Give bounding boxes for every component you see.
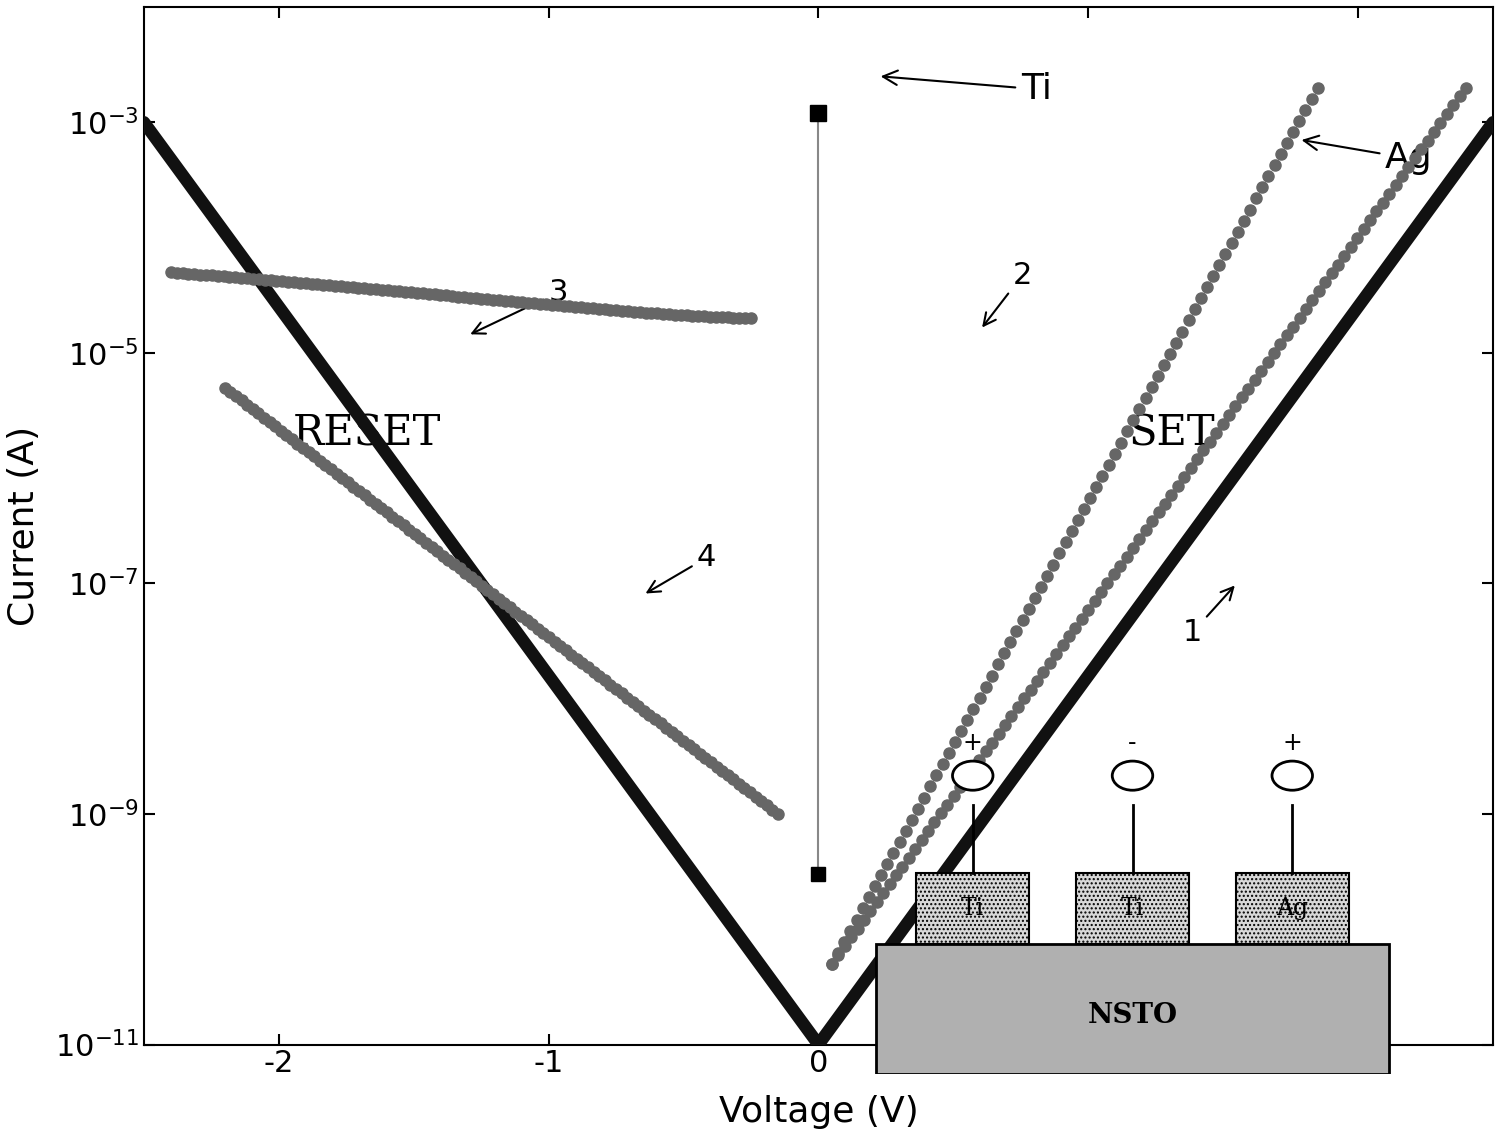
Circle shape	[952, 761, 993, 791]
Text: -: -	[1128, 732, 1137, 755]
Text: 2: 2	[984, 260, 1032, 326]
Text: SET: SET	[1130, 412, 1215, 454]
Text: +: +	[1282, 732, 1302, 755]
Text: Ti: Ti	[1120, 897, 1144, 920]
Text: 3: 3	[472, 278, 568, 334]
Bar	[876, 944, 1389, 1074]
Text: 1: 1	[1182, 587, 1233, 648]
Text: 4: 4	[648, 543, 717, 592]
Bar	[916, 872, 1029, 944]
Y-axis label: Current (A): Current (A)	[8, 426, 40, 626]
Circle shape	[1112, 761, 1152, 791]
Text: Ti: Ti	[884, 70, 1052, 106]
Text: NSTO: NSTO	[1088, 1002, 1178, 1029]
Circle shape	[1272, 761, 1312, 791]
Bar	[1077, 872, 1188, 944]
Text: +: +	[963, 732, 982, 755]
Text: Ag: Ag	[1304, 135, 1432, 175]
Text: RESET: RESET	[292, 412, 441, 454]
Text: Ag: Ag	[1276, 897, 1308, 920]
Text: Ti: Ti	[962, 897, 984, 920]
X-axis label: Voltage (V): Voltage (V)	[718, 1095, 918, 1129]
Bar	[1236, 872, 1348, 944]
